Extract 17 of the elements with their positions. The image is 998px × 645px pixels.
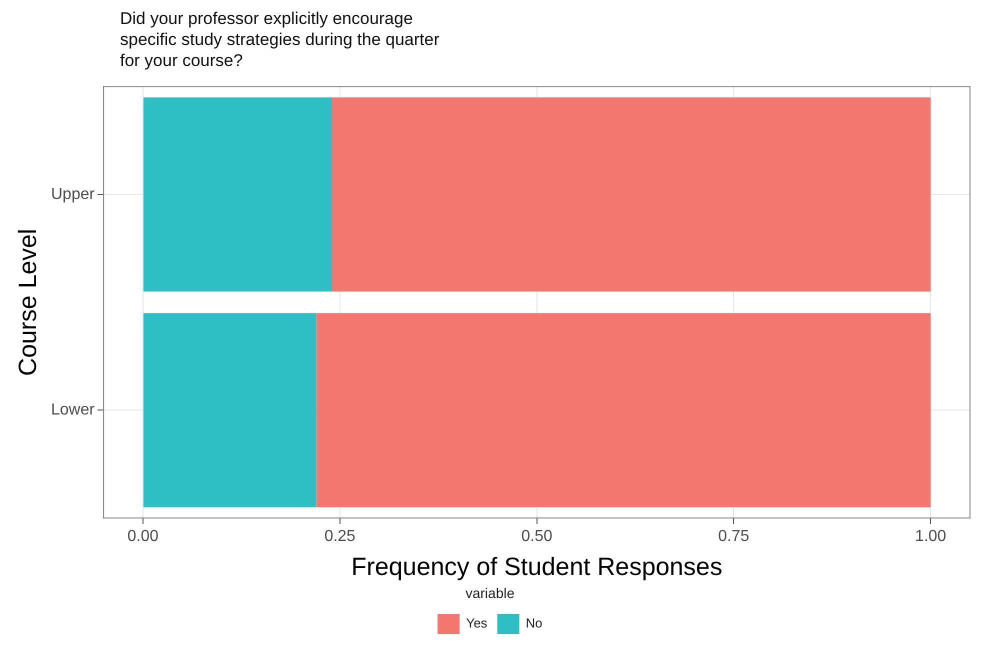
x-tick-label: 0.25	[324, 528, 356, 546]
x-tick-label: 0.50	[521, 528, 552, 546]
bar	[332, 97, 931, 292]
legend-label: Yes	[466, 616, 488, 631]
x-tick-label: 0.00	[127, 528, 159, 546]
legend-label: No	[526, 616, 542, 631]
y-tick-label: Upper	[51, 186, 96, 203]
y-tick-label: Lower	[51, 402, 96, 419]
bar	[316, 313, 931, 508]
x-axis-title: Frequency of Student Responses	[351, 553, 722, 582]
bar	[143, 313, 316, 508]
y-axis-title: Course Level	[14, 228, 42, 376]
legend-title: variable	[465, 585, 515, 602]
bar	[143, 97, 332, 292]
x-tick-label: 0.75	[718, 528, 750, 546]
x-tick-label: 1.00	[915, 528, 946, 546]
chart-title: Did your professor explicitly encourage specific study strategies during the quarter for your course?	[120, 8, 440, 71]
